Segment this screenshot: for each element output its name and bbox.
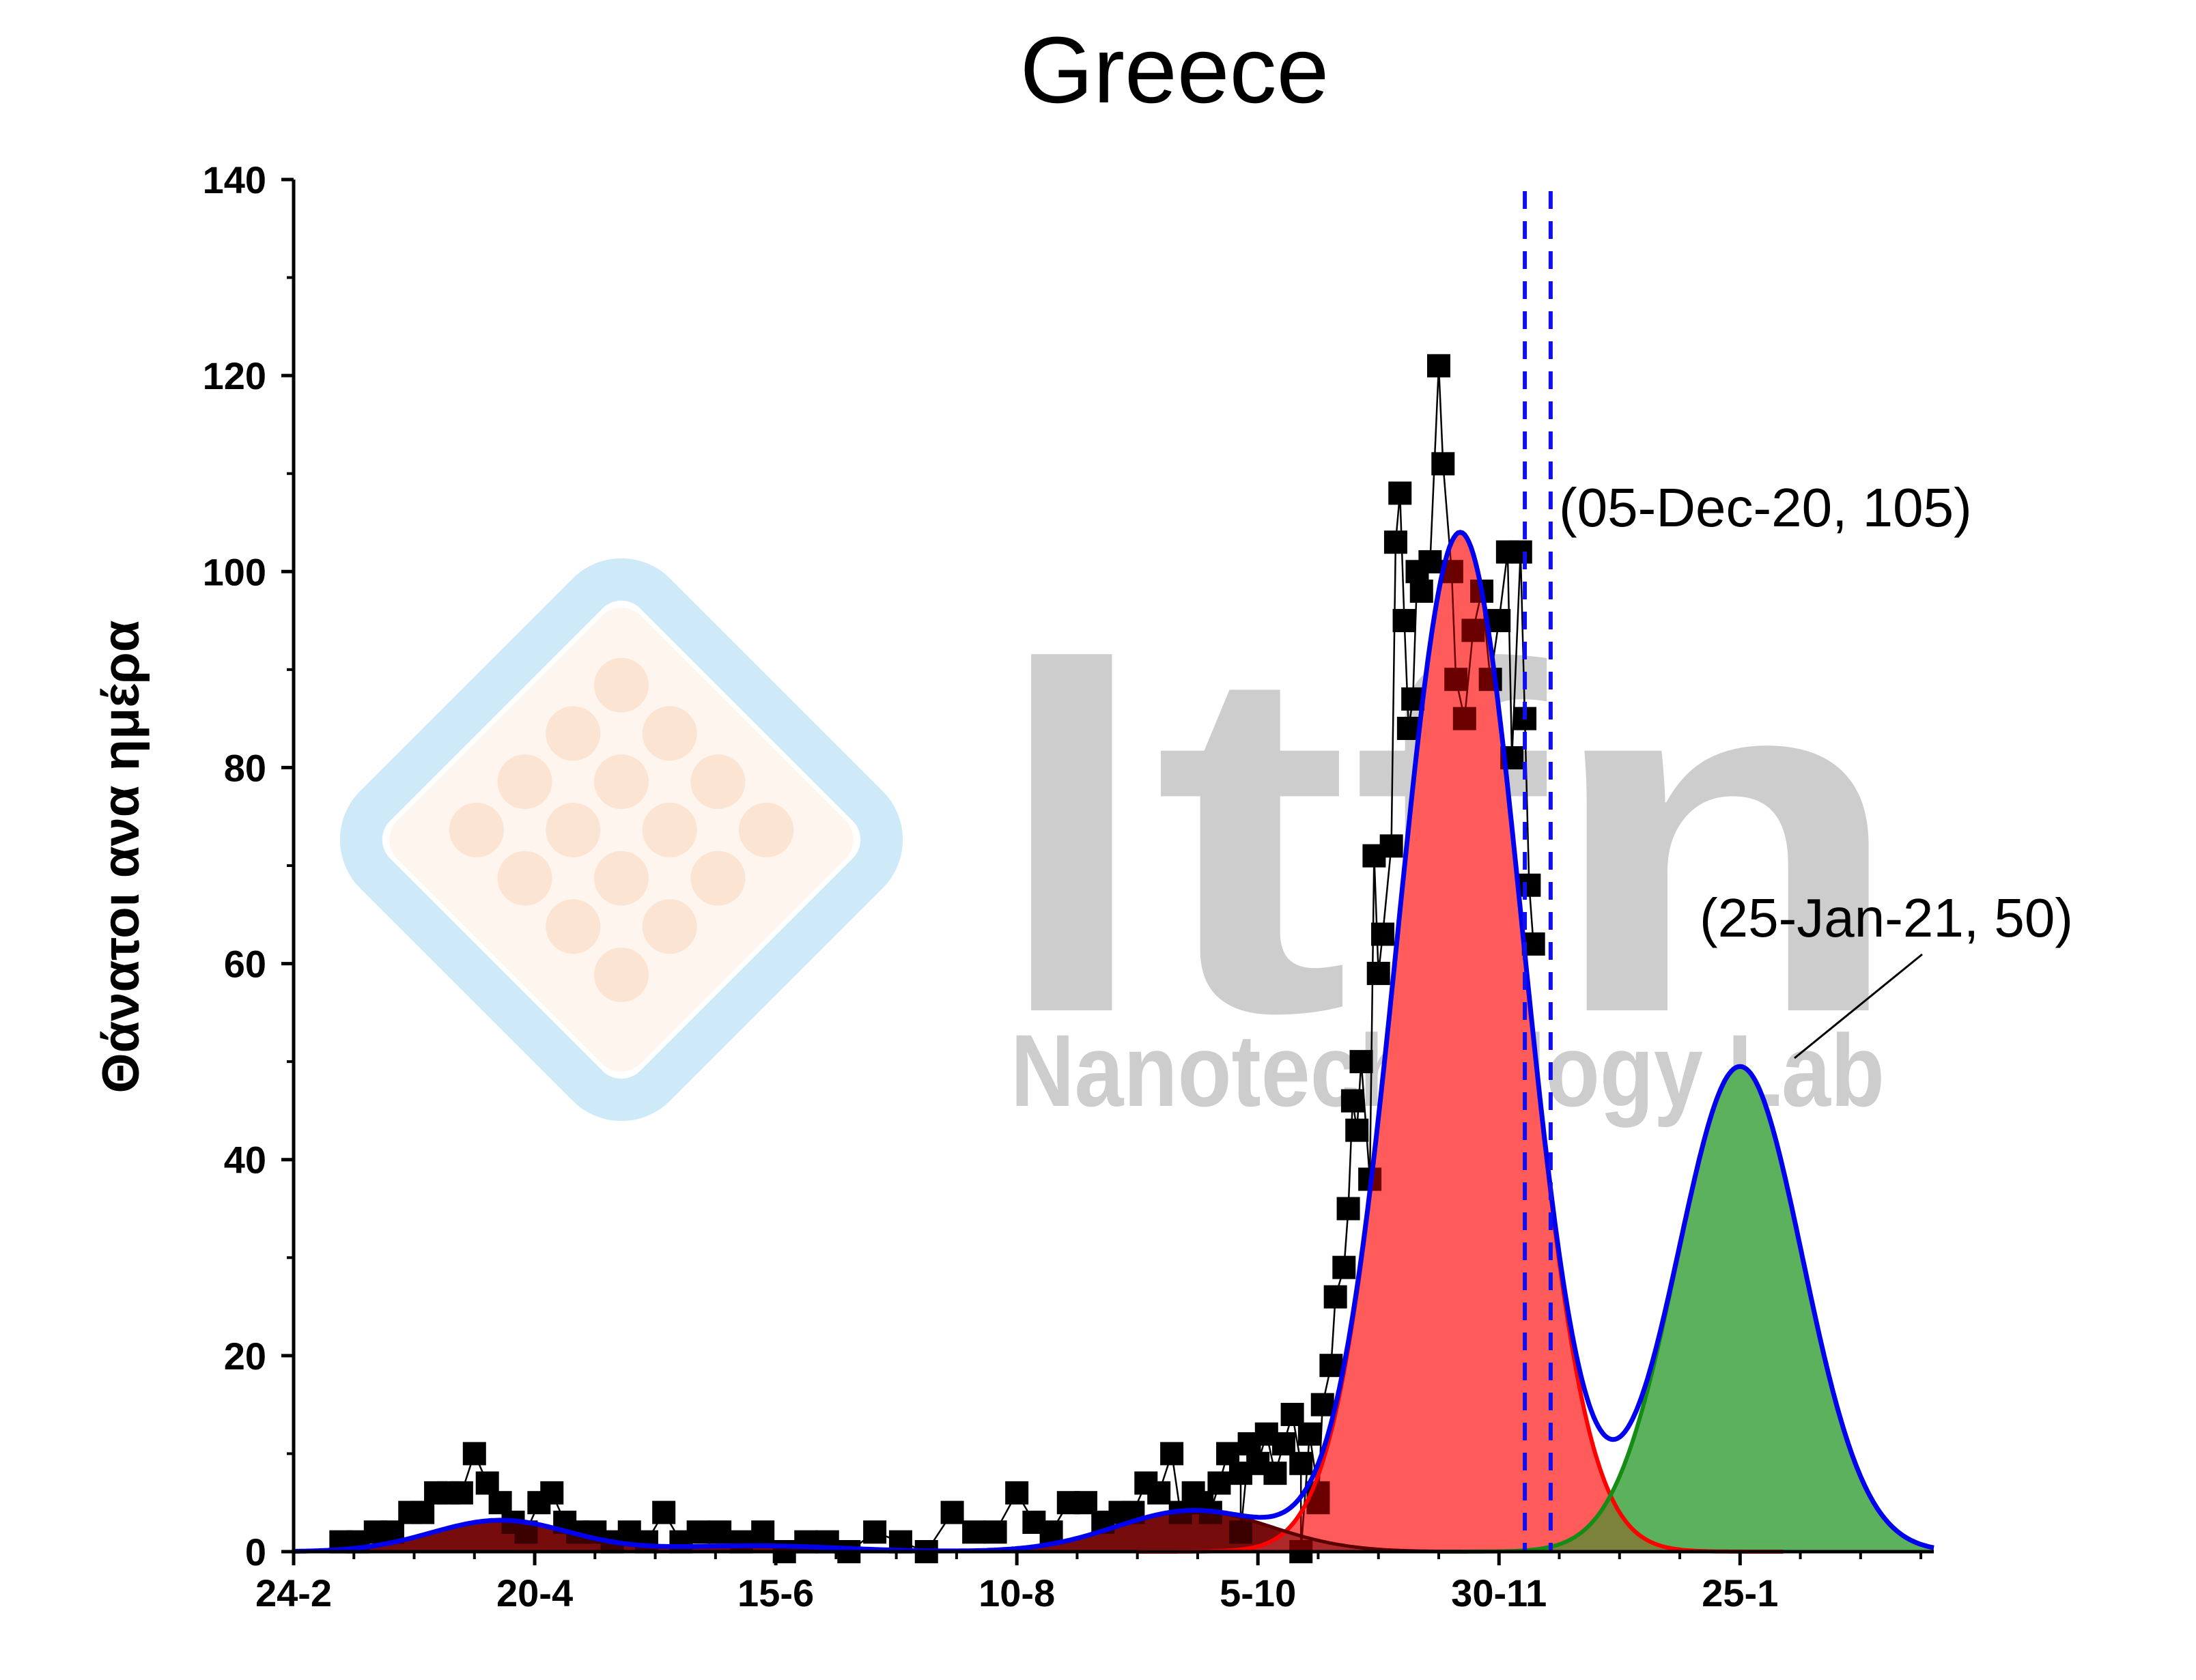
x-tick-label: 5-10 — [1220, 1571, 1296, 1614]
data-point — [1289, 1451, 1313, 1475]
annotation-peak-1: (05-Dec-20, 105) — [1559, 477, 1972, 538]
y-tick-label: 60 — [224, 943, 266, 986]
data-point — [411, 1500, 435, 1524]
y-tick-label: 140 — [203, 158, 266, 201]
data-point — [652, 1500, 676, 1524]
fit-fill-peak-1 — [1137, 532, 1784, 1552]
data-point — [1383, 530, 1407, 554]
data-point — [1409, 580, 1433, 603]
data-point — [1160, 1442, 1184, 1466]
data-point — [462, 1442, 486, 1466]
x-tick-label: 10-8 — [979, 1571, 1055, 1614]
data-point — [1426, 354, 1450, 378]
data-point — [1005, 1481, 1029, 1505]
data-point — [449, 1481, 473, 1505]
data-point — [686, 1520, 710, 1544]
data-point — [1147, 1481, 1171, 1505]
data-point — [1272, 1432, 1296, 1456]
watermark: ltfn Nanotechnology Lab — [339, 558, 1905, 1128]
data-point — [1371, 922, 1395, 946]
data-point — [1336, 1197, 1360, 1221]
fit-overlay-peak-1 — [1137, 532, 1784, 1552]
data-point — [1388, 481, 1412, 505]
data-point — [1452, 707, 1476, 730]
y-tick-label: 120 — [203, 354, 266, 397]
data-point — [1280, 1403, 1304, 1426]
x-tick-label: 25-1 — [1702, 1571, 1778, 1614]
y-tick-label: 80 — [224, 746, 266, 789]
data-point — [1345, 1118, 1369, 1142]
data-point — [488, 1491, 512, 1515]
y-tick-label: 40 — [224, 1139, 266, 1182]
data-point — [1332, 1255, 1356, 1279]
data-point — [475, 1471, 499, 1495]
fit-line — [293, 530, 1934, 1554]
fit-overlay-peak-2 — [1438, 1066, 1934, 1552]
vertical-markers — [1523, 191, 1553, 1552]
data-point — [1074, 1491, 1098, 1515]
data-point — [1461, 618, 1485, 642]
data-point — [1444, 668, 1468, 692]
y-axis: 0 20 40 60 80 100 120 140 — [203, 158, 296, 1574]
annotation-peak-2: (25-Jan-21, 50) — [1700, 887, 2073, 948]
data-point — [983, 1520, 1007, 1544]
x-tick-label: 24-2 — [255, 1571, 332, 1614]
data-point — [1379, 834, 1403, 858]
data-point — [1297, 1422, 1321, 1446]
watermark-logo-icon — [339, 558, 903, 1122]
chart-title: Greece — [1020, 18, 1329, 123]
data-point — [1216, 1442, 1240, 1466]
x-tick-label: 20-4 — [496, 1571, 573, 1614]
data-point — [1418, 550, 1442, 573]
data-point — [751, 1520, 775, 1544]
data-point — [1323, 1285, 1347, 1309]
x-axis: 24-2 20-4 15-6 10-8 5-10 30-11 25-1 — [255, 1550, 1934, 1614]
data-point — [708, 1520, 732, 1544]
data-point — [1319, 1354, 1343, 1378]
data-point — [1340, 1089, 1364, 1113]
x-tick-label: 30-11 — [1451, 1571, 1547, 1614]
data-point — [863, 1520, 887, 1544]
data-point — [1508, 540, 1532, 564]
data-point — [962, 1520, 986, 1544]
annotation-leader-line — [1794, 953, 1923, 1059]
data-point — [1392, 609, 1416, 633]
fit-overlay-early-waves — [294, 1510, 1934, 1552]
data-point — [1310, 1393, 1334, 1416]
y-tick-label: 100 — [203, 550, 266, 593]
data-point — [940, 1500, 964, 1524]
data-point — [1349, 1050, 1373, 1074]
data-point — [1366, 961, 1390, 985]
x-tick-label: 15-6 — [737, 1571, 814, 1614]
data-point — [1207, 1471, 1231, 1495]
data-point — [1039, 1520, 1063, 1544]
data-point — [540, 1481, 564, 1505]
y-tick-label: 20 — [224, 1335, 266, 1378]
data-point — [1263, 1462, 1287, 1485]
data-point — [1487, 609, 1511, 633]
y-axis-label: Θάνατοι ανα ημέρα — [92, 620, 150, 1093]
fit-fill-peak-2 — [1438, 1066, 1934, 1552]
data-point — [1517, 873, 1541, 897]
y-tick-label: 0 — [245, 1530, 266, 1574]
data-point — [1431, 452, 1455, 476]
